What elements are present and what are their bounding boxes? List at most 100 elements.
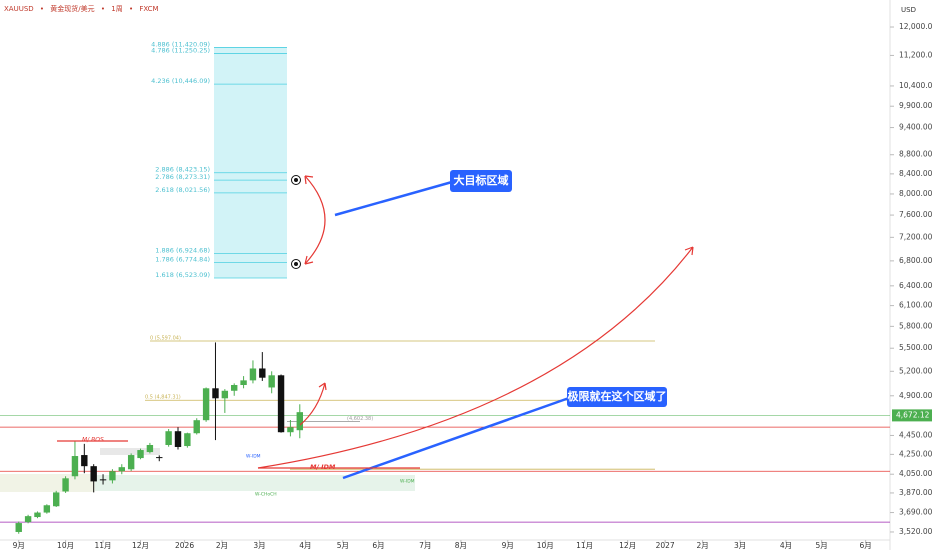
price-unit: USD [901, 6, 916, 14]
fib-label: 2.886 (8,423.15) [155, 166, 210, 174]
y-tick-label: 10,400.00 [899, 81, 932, 90]
candle-body [53, 492, 60, 507]
supply-zone [100, 448, 160, 455]
candle-body [296, 412, 303, 431]
y-tick-label: 6,400.00 [899, 281, 932, 290]
x-tick-label: 5月 [815, 541, 827, 550]
candle-body [184, 433, 191, 447]
x-tick-label: 2月 [216, 541, 228, 550]
y-tick-label: 8,000.00 [899, 189, 932, 198]
x-tick-label: 9月 [13, 541, 25, 550]
demand-zone [95, 475, 415, 491]
callout-line [334, 180, 453, 217]
x-tick-label: 11月 [95, 541, 112, 550]
candle-body [127, 455, 135, 470]
annotation-box [567, 387, 667, 407]
fib-label: 4.236 (10,446.09) [151, 77, 210, 85]
fib-label: 4.786 (11,250.25) [151, 47, 210, 55]
fib-label: 1.618 (6,523.09) [155, 271, 210, 279]
level-label: 0.5 (4,847.31) [145, 395, 181, 401]
x-tick-label: 2026 [175, 541, 194, 550]
x-tick-label: 10月 [537, 541, 554, 550]
eye-icon [291, 259, 301, 269]
marker-label: M/ IDM [310, 463, 336, 471]
eye-icon [291, 175, 301, 185]
candle-body [34, 512, 41, 518]
x-tick-label: 6月 [372, 541, 384, 550]
target-arc [304, 175, 326, 265]
annotation: 大目标区域 [454, 173, 509, 187]
candle-body [156, 457, 163, 459]
candle-body [193, 420, 200, 434]
candle-body [15, 523, 22, 532]
fib-label: 4.886 (11,420.09) [151, 40, 210, 48]
arrow-head [304, 175, 314, 265]
y-tick-label: 3,690.00 [899, 508, 932, 517]
x-tick-label: 4月 [780, 541, 792, 550]
candle-body [249, 368, 257, 381]
x-tick-label: 2月 [696, 541, 708, 550]
y-tick-label: 4,450.00 [899, 430, 932, 439]
y-tick-label: 4,050.00 [899, 469, 932, 478]
x-tick-label: 10月 [57, 541, 74, 550]
candle-body [174, 431, 182, 447]
candle-body [43, 505, 51, 513]
separator: • [129, 5, 133, 13]
candle-body [81, 455, 88, 467]
annotation: 极限就在这个区域了 [568, 389, 667, 403]
candle-body [268, 375, 275, 388]
candle-body [231, 385, 238, 391]
y-tick-label: 6,800.00 [899, 256, 932, 265]
y-tick-label: 3,870.00 [899, 488, 932, 497]
y-tick-label: 11,200.00 [899, 50, 932, 59]
candle-body [240, 380, 247, 386]
y-tick-label: 7,600.00 [899, 210, 932, 219]
x-tick-label: 3月 [734, 541, 746, 550]
candle-body [62, 478, 69, 492]
candle-body [212, 388, 219, 399]
x-tick-label: 4月 [299, 541, 311, 550]
candle-body [259, 368, 266, 378]
last-price-label: 4,672.12 [896, 410, 930, 419]
annotation-box [450, 170, 512, 192]
plot: 4.886 (11,420.09)4.786 (11,250.25) 4.236 … [0, 26, 894, 543]
fib-label: 1.886 (6,924.68) [155, 246, 210, 254]
y-tick-label: 6,100.00 [899, 301, 932, 310]
y-tick-label: 9,400.00 [899, 123, 932, 132]
candle-body [287, 427, 294, 433]
x-tick-label: 7月 [419, 541, 431, 550]
last-price-box [892, 409, 932, 422]
separator: • [101, 5, 105, 13]
x-tick-label: 9月 [502, 541, 514, 550]
y-tick-label: 4,250.00 [899, 449, 932, 458]
y-tick-label: 3,520.00 [899, 527, 932, 536]
y-tick-label: 5,200.00 [899, 366, 932, 375]
trend-arrow [257, 246, 694, 469]
x-tick-label: 12月 [619, 541, 636, 550]
symbol: XAUUSD [4, 5, 34, 13]
header: XAUUSD • 黄金现货/美元 • 1周 • FXCM [4, 4, 159, 13]
candle-body [221, 390, 229, 399]
candle-body [71, 456, 79, 477]
fib-label: 2.786 (8,273.31) [155, 173, 210, 181]
x-tick-label: 2027 [656, 541, 675, 550]
y-tick-label: 9,900.00 [899, 101, 932, 110]
y-tick-label: 5,500.00 [899, 343, 932, 352]
level-label: 0 (5,597.04) [150, 336, 181, 342]
separator: • [40, 5, 44, 13]
y-tick-label: 7,200.00 [899, 232, 932, 241]
candle-body [90, 466, 97, 482]
x-tick-label: 5月 [337, 541, 349, 550]
subtitle: 1周 [111, 5, 122, 13]
level-label: (4,602.38) [347, 416, 373, 422]
candle-body [202, 388, 210, 421]
marker-label: W-CHoCH [255, 492, 277, 498]
x-tick-label: 3月 [253, 541, 265, 550]
fib-label: 1.786 (6,774.84) [155, 255, 210, 263]
candle-body [118, 467, 125, 472]
candle-body [137, 450, 144, 459]
x-tick-label: 11月 [576, 541, 593, 550]
candle-body [109, 471, 116, 481]
